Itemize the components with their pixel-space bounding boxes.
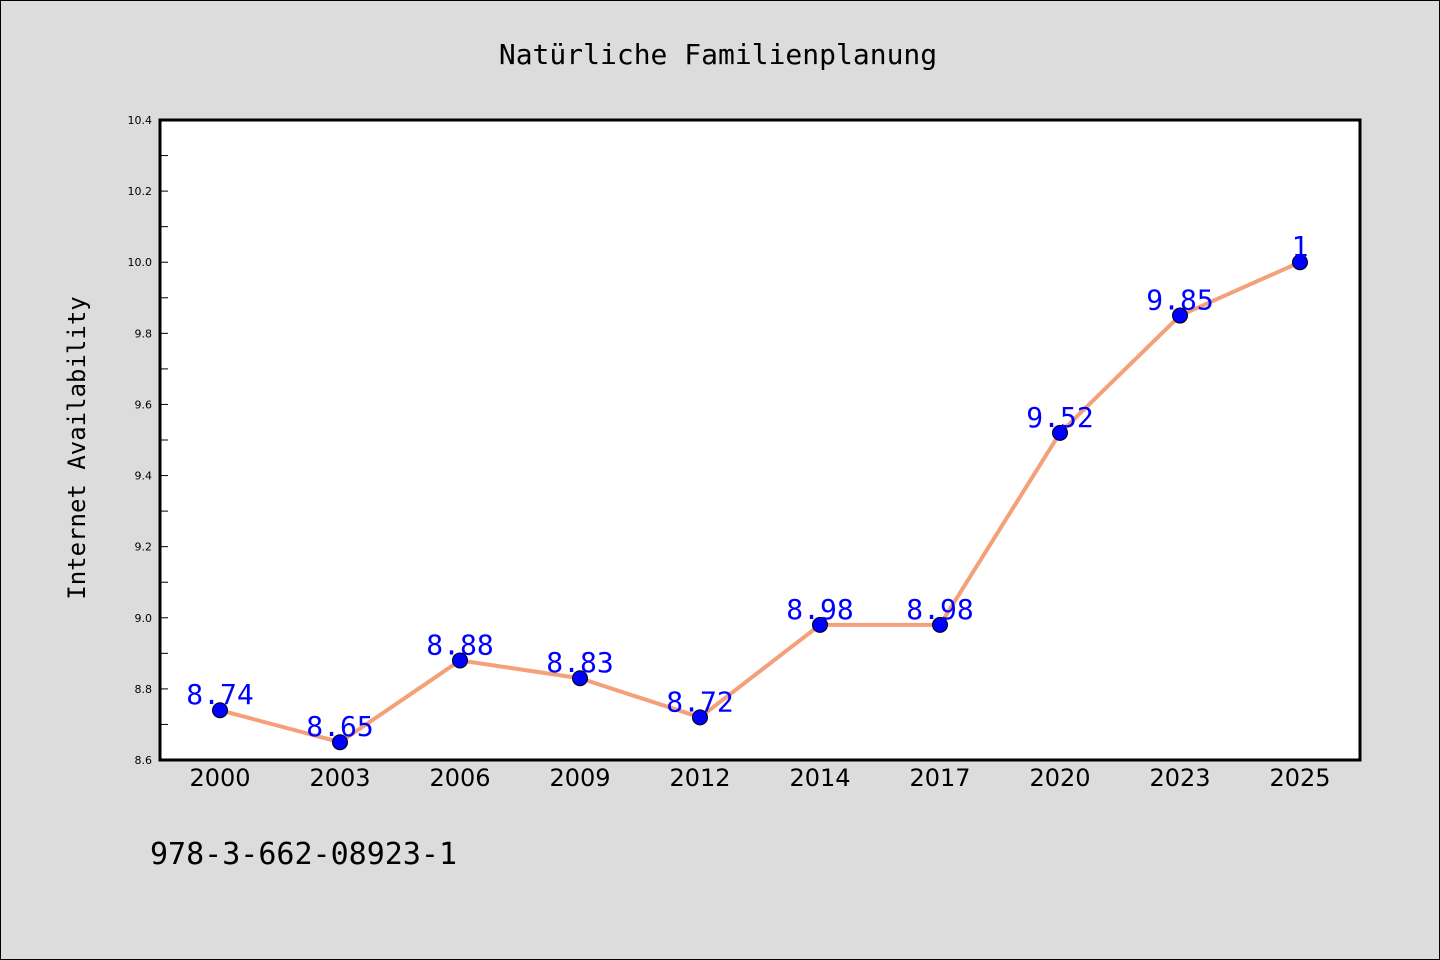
y-tick-label: 9.8 [135, 327, 153, 340]
data-point [1292, 254, 1308, 271]
y-tick-label: 10.0 [128, 256, 153, 269]
y-tick-label: 10.4 [128, 114, 153, 127]
y-tick-label: 10.2 [128, 185, 153, 198]
data-label: 8.98 [786, 593, 853, 626]
x-axis-ticks: 2000 2003 2006 2009 2012 2014 2017 2020 2023 2025 [189, 764, 1330, 792]
y-tick-label: 9.2 [135, 541, 153, 554]
data-label: 8.72 [666, 685, 733, 718]
x-tick-label: 2025 [1269, 764, 1330, 792]
data-point [572, 670, 588, 687]
data-label: 8.65 [306, 710, 373, 743]
data-point [932, 616, 948, 633]
plot-frame [158, 118, 1362, 762]
x-tick-label: 2006 [429, 764, 490, 792]
data-point [1172, 307, 1188, 324]
data-point [1052, 424, 1068, 441]
data-label: 9.52 [1026, 401, 1093, 434]
data-label: 8.74 [186, 678, 253, 711]
x-tick-label: 2017 [909, 764, 970, 792]
footer-isbn: 978-3-662-08923-1 [150, 837, 457, 872]
data-point [692, 709, 708, 726]
x-tick-label: 2023 [1149, 764, 1210, 792]
x-tick-label: 2014 [789, 764, 850, 792]
data-point [332, 734, 348, 751]
y-axis-label: Internet Availability [63, 296, 91, 599]
x-tick-label: 2009 [549, 764, 610, 792]
series-line [219, 260, 1301, 745]
plot-area [160, 120, 1360, 760]
data-label: 9.85 [1146, 284, 1213, 317]
chart-title: Natürliche Familienplanung [499, 38, 937, 71]
data-point [452, 652, 468, 669]
y-tick-label: 9.0 [135, 612, 153, 625]
x-tick-label: 2003 [309, 764, 370, 792]
y-tick-label: 8.8 [135, 683, 153, 696]
y-tick-label: 9.6 [135, 398, 153, 411]
y-tick-label: 8.6 [135, 754, 153, 767]
data-point [212, 702, 228, 719]
series-layer: 8.74 8.65 8.88 8.83 8.72 8.98 8.98 9.52 9.85 1 [186, 230, 1309, 751]
x-tick-label: 2000 [189, 764, 250, 792]
data-label: 1 [1292, 230, 1309, 263]
y-tick-label: 9.4 [135, 470, 153, 483]
x-tick-label: 2020 [1029, 764, 1090, 792]
data-point [812, 616, 828, 633]
data-label: 8.83 [546, 646, 613, 679]
data-label: 8.88 [426, 628, 493, 661]
data-label: 8.98 [906, 593, 973, 626]
x-tick-label: 2012 [669, 764, 730, 792]
